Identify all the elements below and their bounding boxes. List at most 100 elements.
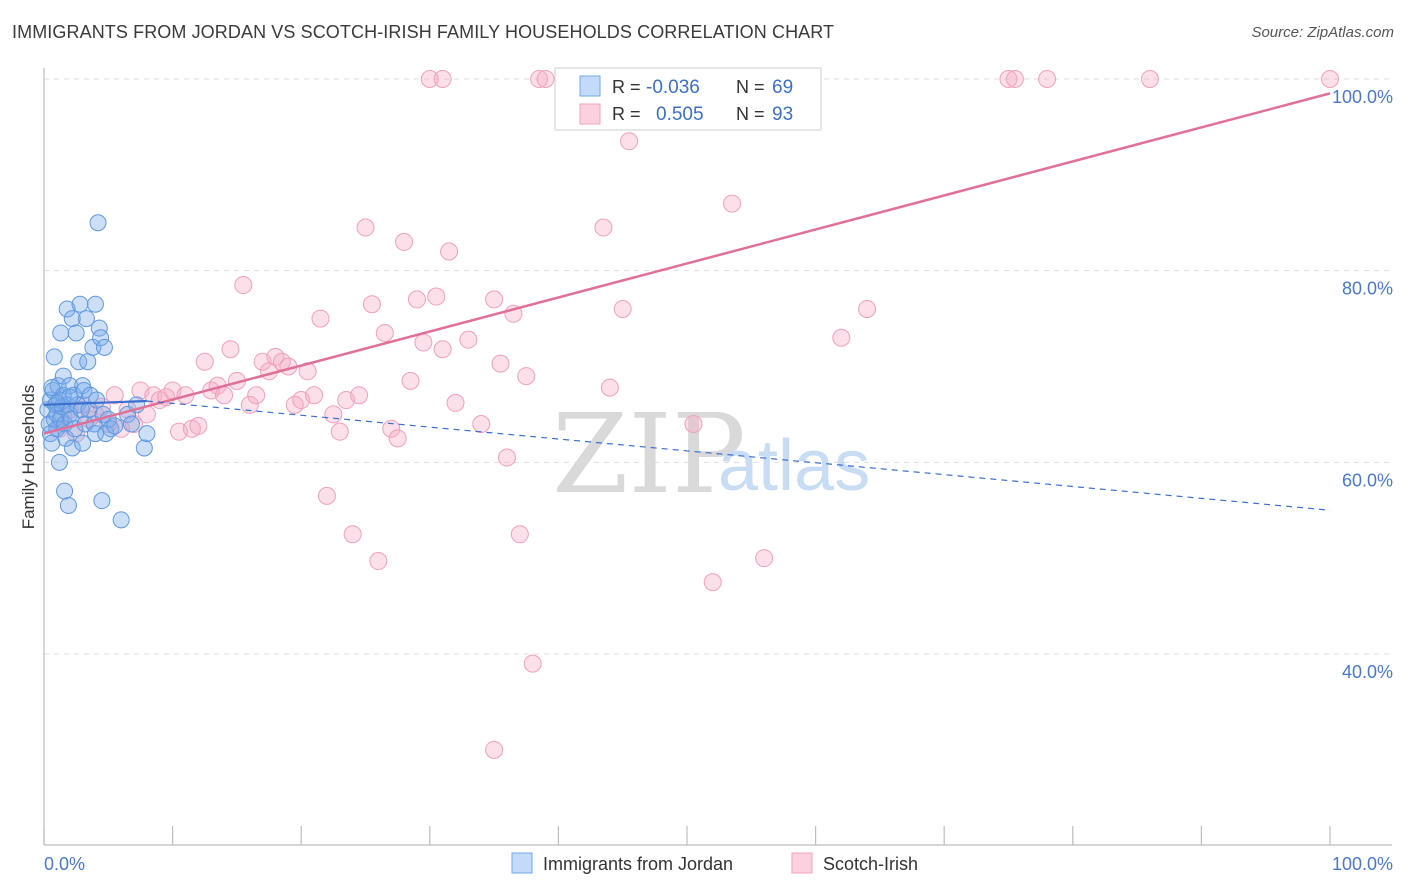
legend-bottom-label-1: Immigrants from Jordan <box>543 854 733 874</box>
scotch-irish-point <box>247 386 266 405</box>
scotch-irish-point <box>600 378 619 397</box>
scotch-irish-point <box>433 340 452 359</box>
jordan-point <box>93 492 111 510</box>
jordan-point <box>52 324 70 342</box>
scotch-irish-point <box>723 194 742 213</box>
scotch-irish-point <box>311 309 330 328</box>
scotch-irish-point <box>485 290 504 309</box>
jordan-point <box>106 417 124 435</box>
jordan-point <box>79 353 97 371</box>
scotch-irish-point <box>407 290 426 309</box>
scotch-irish-point <box>105 386 124 405</box>
scotch-irish-point <box>510 525 529 544</box>
jordan-point <box>50 453 68 471</box>
legend-n-label-2: N = <box>736 104 765 124</box>
jordan-point <box>77 310 95 328</box>
scotch-irish-point <box>234 276 253 295</box>
x-tick-label: 0.0% <box>44 854 85 874</box>
scotch-irish-point <box>703 573 722 592</box>
jordan-point <box>56 482 74 500</box>
scotch-irish-point <box>755 549 774 568</box>
scotch-irish-point <box>613 300 632 318</box>
legend-r-label-1: R = <box>612 77 641 97</box>
legend-n-value-2: 93 <box>772 104 793 125</box>
scotch-irish-point <box>832 328 851 347</box>
x-tick-labels: 0.0% 100.0% <box>44 854 1393 874</box>
jordan-point <box>135 439 153 457</box>
jordan-point <box>74 434 92 452</box>
y-axis-label: Family Households <box>19 385 38 530</box>
scotch-irish-point <box>999 70 1018 88</box>
jordan-point <box>70 353 88 371</box>
watermark: ZIP atlas <box>552 390 870 518</box>
legend-r-label-2: R = <box>612 104 641 124</box>
scotch-irish-point <box>446 393 465 412</box>
scotch-irish-point <box>459 330 478 349</box>
scotch-irish-point <box>523 654 542 673</box>
y-tick-labels: 40.0% 60.0% 80.0% 100.0% <box>1332 87 1393 682</box>
scotch-irish-point <box>369 552 388 571</box>
jordan-point <box>86 425 104 443</box>
scotch-irish-point <box>305 386 324 405</box>
legend-bottom: Immigrants from Jordan Scotch-Irish <box>511 852 918 874</box>
scotch-irish-point <box>440 242 459 261</box>
jordan-point <box>54 367 72 385</box>
jordan-point <box>59 496 77 514</box>
jordan-point <box>63 310 81 328</box>
scotch-irish-point <box>221 340 240 359</box>
scotch-irish-point <box>356 218 375 237</box>
watermark-zip: ZIP <box>552 390 746 518</box>
scotch-irish-point <box>594 218 613 237</box>
scotch-irish-point <box>382 419 401 438</box>
jordan-point <box>43 434 61 452</box>
jordan-trend-line-solid <box>43 399 147 406</box>
jordan-point <box>122 415 140 433</box>
scotch-irish-point <box>414 333 433 352</box>
jordan-point <box>112 511 130 529</box>
scotch-irish-trend-line <box>43 92 1331 435</box>
jordan-point <box>138 425 156 443</box>
scotch-irish-point <box>485 740 504 759</box>
scotch-irish-point <box>362 295 381 314</box>
legend-swatch-pink <box>579 103 601 125</box>
grid-lines <box>44 78 1392 655</box>
y-tick-label: 60.0% <box>1342 470 1393 490</box>
legend-r-value-2: 0.505 <box>656 104 704 125</box>
scotch-irish-point <box>388 429 407 448</box>
jordan-point <box>45 410 63 428</box>
chart-title: IMMIGRANTS FROM JORDAN VS SCOTCH-IRISH F… <box>12 22 835 42</box>
y-tick-label: 40.0% <box>1342 662 1393 682</box>
jordan-point <box>63 439 81 457</box>
legend-n-label-1: N = <box>736 77 765 97</box>
y-tick-label: 80.0% <box>1342 279 1393 299</box>
scotch-irish-point <box>684 415 703 433</box>
scotch-irish-point <box>395 232 414 251</box>
scotch-irish-point <box>420 70 439 88</box>
scotch-irish-point <box>240 395 259 414</box>
legend-bottom-label-2: Scotch-Irish <box>823 854 918 874</box>
jordan-point <box>49 377 67 395</box>
jordan-point <box>67 324 85 342</box>
x-tick-label: 100.0% <box>1332 854 1393 874</box>
legend-bottom-swatch-blue <box>511 852 533 874</box>
jordan-trend-line-dashed <box>146 400 1331 511</box>
scotch-irish-point <box>1321 70 1339 88</box>
scotch-irish-point <box>517 367 536 386</box>
scotch-irish-point <box>317 486 336 505</box>
jordan-point <box>58 300 76 318</box>
scotch-irish-point <box>215 386 234 405</box>
jordan-point <box>71 295 89 313</box>
watermark-atlas: atlas <box>718 426 870 506</box>
legend-n-value-1: 69 <box>772 77 793 98</box>
scotch-irish-point <box>1038 70 1057 88</box>
jordan-point <box>57 429 75 447</box>
legend-swatch-blue <box>579 75 601 97</box>
scotch-irish-point <box>1140 70 1159 88</box>
legend-top: R = -0.036 N = 69 R = 0.505 N = 93 <box>554 67 822 131</box>
scotch-irish-point <box>195 352 214 371</box>
scotch-irish-point <box>375 323 394 342</box>
jordan-point <box>92 329 110 347</box>
scotch-irish-point <box>427 287 446 306</box>
scotch-irish-point <box>350 386 369 405</box>
